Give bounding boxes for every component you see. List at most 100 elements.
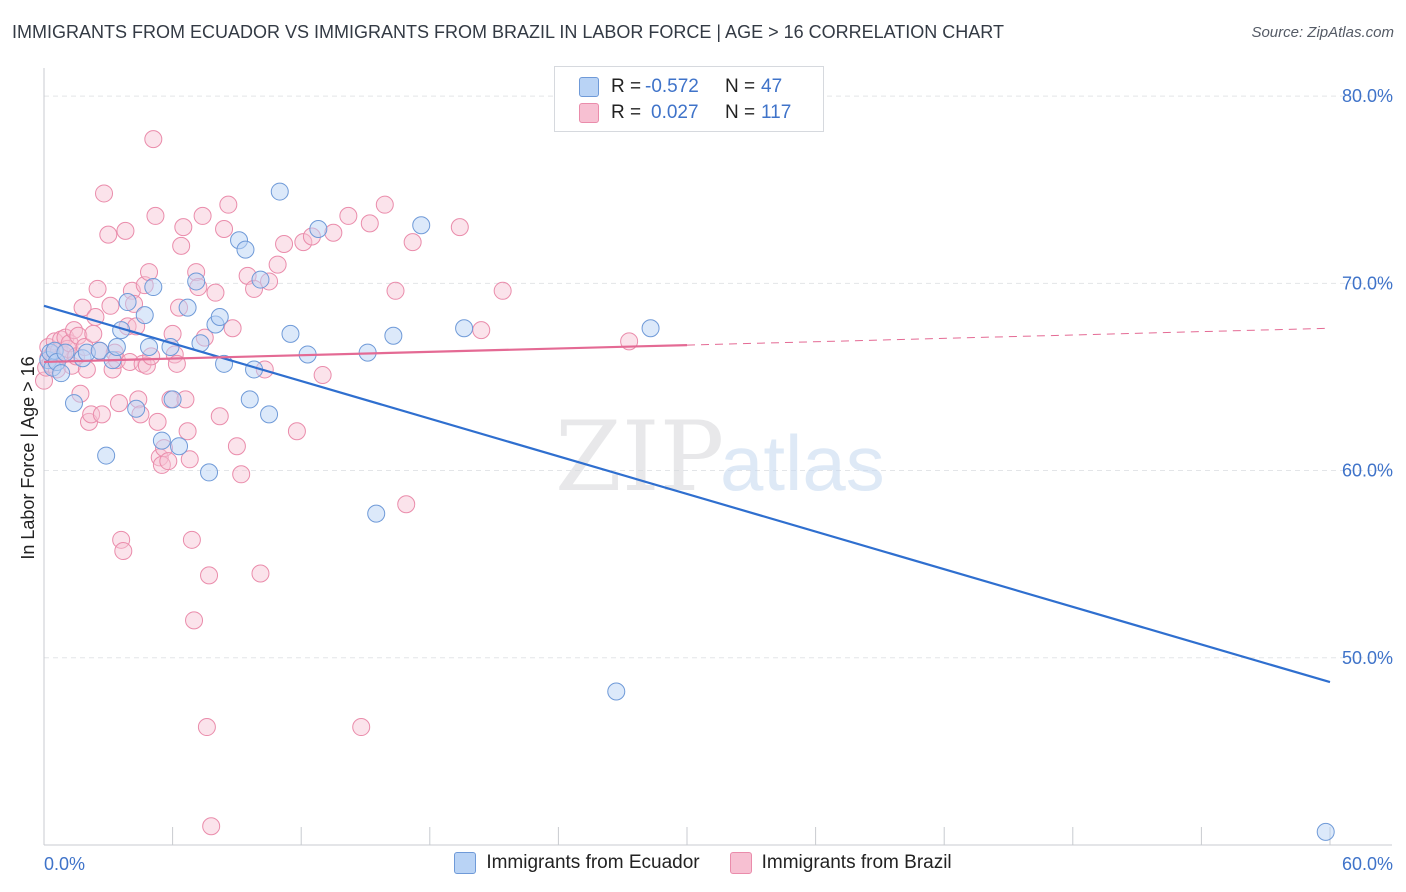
brazil-point <box>95 184 114 203</box>
ecuador-point <box>127 399 146 418</box>
grid-lines <box>44 95 1392 659</box>
ecuador-point <box>135 306 154 325</box>
brazil-point <box>287 422 306 441</box>
y-tick-label: 60.0% <box>1342 461 1393 481</box>
brazil-swatch <box>729 852 752 874</box>
ecuador-point <box>65 394 84 413</box>
ecuador-point <box>161 337 180 356</box>
ecuador-point <box>144 278 163 297</box>
brazil-point <box>397 495 416 514</box>
legend-n-value: 47 <box>761 76 783 97</box>
ecuador-point <box>200 463 219 482</box>
brazil-point <box>386 281 405 300</box>
legend-item-ecuador: Immigrants from Ecuador <box>454 852 700 874</box>
brazil-point <box>403 233 422 252</box>
brazil-swatch <box>579 103 599 123</box>
legend-row-ecuador: R = -0.572 N = 47 <box>579 74 782 100</box>
brazil-point <box>206 283 225 302</box>
brazil-point <box>114 542 133 561</box>
ecuador-point <box>281 324 300 343</box>
legend-ecuador-label: Immigrants from Ecuador <box>486 852 700 873</box>
brazil-point <box>324 223 343 242</box>
brazil-point <box>148 412 167 431</box>
ecuador-trend-line <box>43 304 1331 684</box>
brazil-point <box>88 279 107 298</box>
ecuador-point <box>641 319 660 338</box>
ecuador-point <box>170 437 189 456</box>
brazil-point <box>215 220 234 239</box>
brazil-point <box>251 564 270 583</box>
legend-r-value: 0.027 <box>651 102 699 123</box>
ecuador-point <box>455 319 474 338</box>
legend-n-label: N = <box>725 102 756 123</box>
x-tick-label: 0.0% <box>44 854 85 874</box>
ecuador-point <box>240 390 259 409</box>
ecuador-point <box>178 298 197 317</box>
brazil-point <box>219 195 238 214</box>
brazil-point <box>110 394 129 413</box>
legend-r-label: R = <box>611 76 642 97</box>
brazil-point <box>99 225 118 244</box>
brazil-point <box>275 234 294 253</box>
series-legend: Immigrants from Ecuador Immigrants from … <box>0 852 1406 874</box>
ecuador-point <box>187 272 206 291</box>
brazil-point <box>84 324 103 343</box>
ecuador-point <box>52 364 71 383</box>
ecuador-point <box>97 446 116 465</box>
legend-item-brazil: Immigrants from Brazil <box>729 852 952 874</box>
brazil-point <box>268 255 287 274</box>
ecuador-point <box>107 337 126 356</box>
brazil-point <box>116 221 135 240</box>
ecuador-point <box>152 431 171 450</box>
ecuador-swatch <box>454 852 477 874</box>
brazil-point <box>174 218 193 237</box>
ecuador-point <box>210 308 229 327</box>
brazil-point <box>472 321 491 340</box>
legend-row-brazil: R = 0.027 N = 117 <box>579 100 791 126</box>
ecuador-point <box>90 341 109 360</box>
ecuador-point <box>163 390 182 409</box>
x-tick-label: 60.0% <box>1342 854 1393 874</box>
brazil-point <box>197 718 216 737</box>
watermark-zip: ZIP <box>555 401 724 513</box>
legend-n-value: 117 <box>761 102 792 123</box>
brazil-point <box>140 263 159 282</box>
y-tick-label: 70.0% <box>1342 273 1393 293</box>
brazil-point <box>172 236 191 255</box>
brazil-point <box>193 206 212 225</box>
brazil-point <box>352 718 371 737</box>
brazil-point <box>450 218 469 237</box>
brazil-point <box>69 326 88 345</box>
ecuador-point <box>1316 822 1335 841</box>
brazil-point <box>137 356 156 375</box>
brazil-point <box>202 817 221 836</box>
brazil-point <box>180 450 199 469</box>
trend-lines <box>43 304 1331 684</box>
brazil-point <box>144 130 163 149</box>
brazil-trend-line <box>43 343 688 364</box>
ecuador-point <box>251 270 270 289</box>
ecuador-point <box>384 326 403 345</box>
ecuador-point <box>236 240 255 259</box>
ecuador-point <box>309 220 328 239</box>
brazil-point <box>227 437 246 456</box>
y-axis-title: In Labor Force | Age > 16 <box>18 356 38 559</box>
chart-title: IMMIGRANTS FROM ECUADOR VS IMMIGRANTS FR… <box>12 22 1004 42</box>
legend-brazil-label: Immigrants from Brazil <box>761 852 952 873</box>
brazil-point <box>112 530 131 549</box>
ecuador-point <box>270 182 289 201</box>
brazil-point <box>493 281 512 300</box>
ecuador-point <box>56 343 75 362</box>
series-brazil-points <box>35 130 639 836</box>
brazil-point <box>375 195 394 214</box>
brazil-point <box>339 206 358 225</box>
y-tick-label: 80.0% <box>1342 86 1393 106</box>
brazil-point <box>182 530 201 549</box>
ecuador-point <box>367 504 386 523</box>
ecuador-point <box>260 405 279 424</box>
brazil-point <box>210 407 229 426</box>
brazil-point <box>223 319 242 338</box>
ecuador-swatch <box>579 77 599 97</box>
axis-labels: 80.0% 70.0% 60.0% 50.0% 0.0% 60.0% <box>44 86 1393 874</box>
brazil-trend-extension <box>686 327 1331 346</box>
